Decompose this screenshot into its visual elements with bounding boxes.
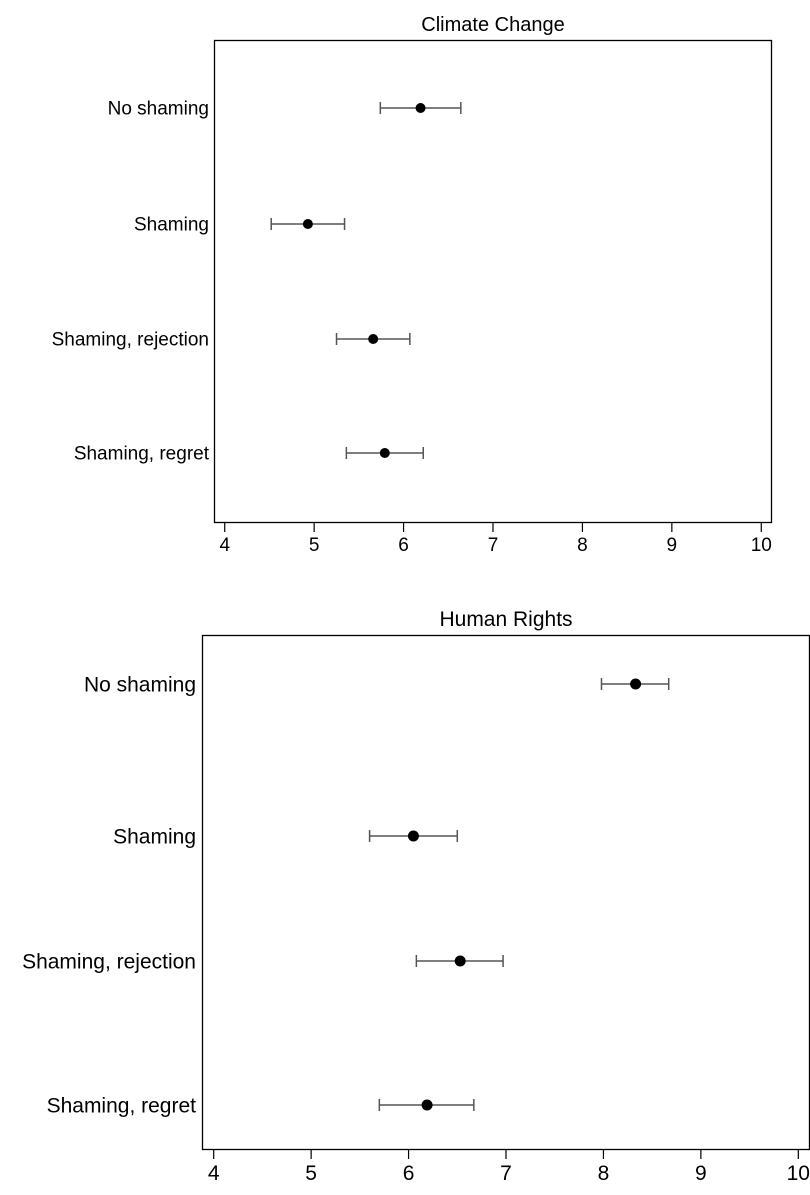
x-tick-label: 10 (751, 535, 772, 556)
x-tick-label: 9 (667, 535, 678, 556)
chart-title: Human Rights (439, 608, 572, 631)
category-label: Shaming (113, 825, 196, 848)
x-tick-label: 5 (305, 1162, 317, 1185)
data-point (415, 103, 426, 113)
data-point (454, 955, 466, 967)
data-point (421, 1099, 433, 1111)
x-tick-label: 6 (403, 1162, 415, 1185)
category-label: Shaming, regret (47, 1094, 197, 1117)
category-label: No shaming (84, 673, 196, 696)
chart-title: Climate Change (421, 14, 564, 36)
x-tick-label: 4 (208, 1162, 220, 1185)
x-tick-label: 4 (219, 535, 230, 556)
data-point (368, 334, 379, 344)
data-point (630, 678, 642, 690)
climate-change-panel: Climate Change 4 5 6 7 8 9 10 No shaming Shaming… (52, 14, 773, 556)
data-point (302, 219, 313, 229)
data-point (379, 448, 390, 458)
plot-frame (213, 39, 773, 524)
category-label: Shaming (134, 215, 209, 236)
plot-frame (201, 634, 810, 1151)
x-tick-label: 8 (598, 1162, 610, 1185)
category-label: No shaming (108, 99, 209, 120)
x-tick-label: 10 (787, 1162, 810, 1185)
x-tick-label: 8 (577, 535, 588, 556)
x-tick-label: 6 (398, 535, 409, 556)
category-label: Shaming, rejection (22, 950, 196, 973)
x-tick-label: 9 (695, 1162, 707, 1185)
human-rights-panel: Human Rights 4 5 6 7 8 9 10 No shaming Shaming Sh… (22, 608, 810, 1185)
data-point (407, 830, 419, 842)
x-tick-label: 7 (500, 1162, 512, 1185)
category-label: Shaming, regret (74, 444, 210, 465)
category-label: Shaming, rejection (52, 330, 209, 351)
x-tick-label: 7 (488, 535, 499, 556)
x-tick-label: 5 (309, 535, 320, 556)
